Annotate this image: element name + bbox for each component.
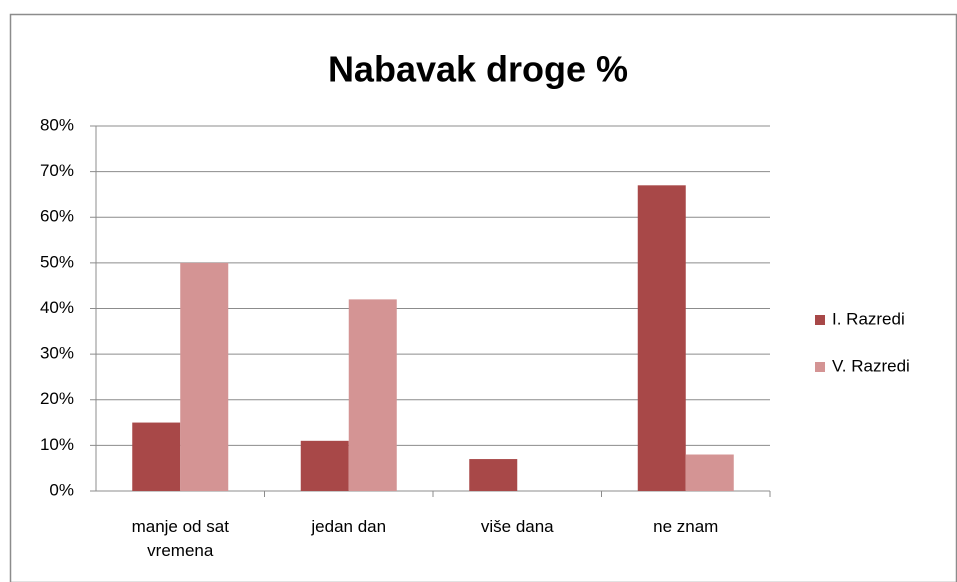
y-tick-label: 60% [40, 207, 74, 226]
y-tick-label: 20% [40, 389, 74, 408]
legend-label: I. Razredi [832, 309, 905, 328]
bar [685, 454, 734, 491]
chart-frame [9, 13, 957, 582]
bar [637, 185, 686, 491]
y-tick-label: 80% [40, 115, 74, 134]
x-tick-label: više dana [480, 517, 554, 536]
chart-title: Nabavak droge % [328, 49, 628, 90]
x-tick-label: jedan dan [311, 517, 387, 536]
y-tick-label: 30% [40, 344, 74, 363]
legend-label: V. Razredi [832, 356, 910, 375]
bar [469, 459, 518, 491]
legend-swatch [815, 315, 825, 325]
legend-swatch [815, 362, 825, 372]
y-tick-label: 70% [40, 161, 74, 180]
y-tick-label: 50% [40, 252, 74, 271]
bar [132, 422, 181, 491]
y-tick-label: 0% [49, 480, 74, 499]
x-tick-label: ne znam [653, 517, 719, 536]
y-tick-label: 10% [40, 435, 74, 454]
x-tick-label: manje od sat vremena [131, 517, 229, 560]
bar [348, 299, 397, 491]
bar [180, 262, 229, 491]
y-tick-label: 40% [40, 298, 74, 317]
bar [300, 440, 349, 491]
